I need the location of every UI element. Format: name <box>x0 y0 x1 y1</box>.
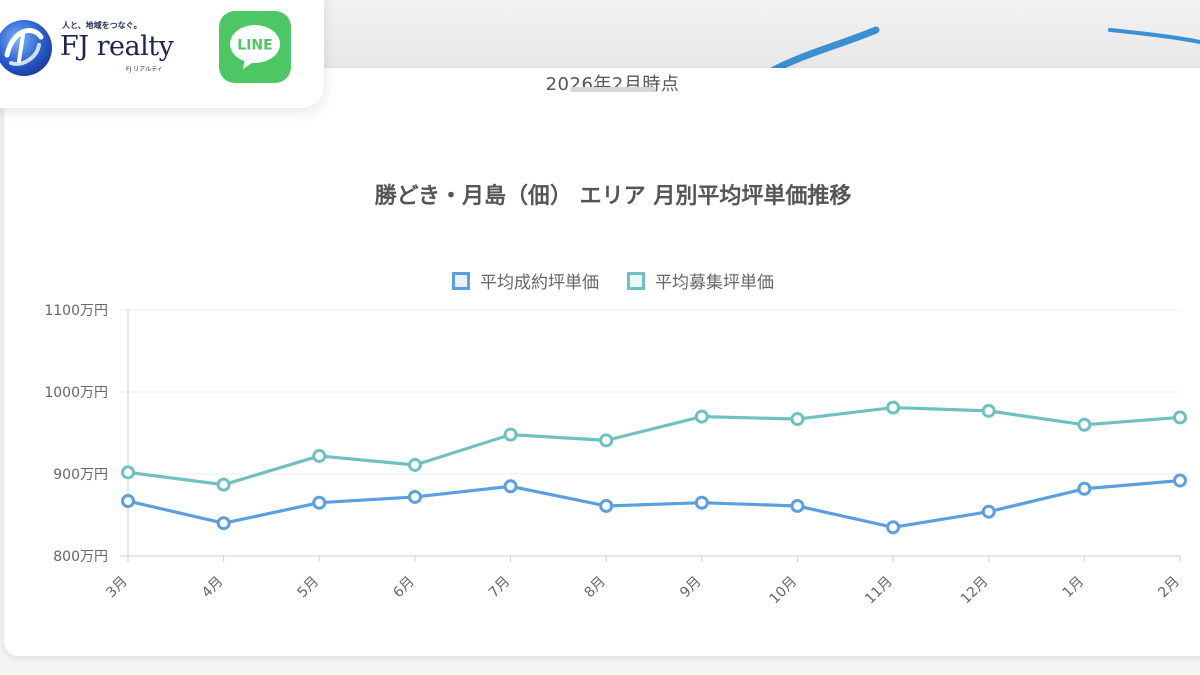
data-point <box>790 498 805 513</box>
data-point <box>1077 481 1092 496</box>
legend-label-contract: 平均成約坪単価 <box>480 273 599 293</box>
data-point <box>886 400 901 415</box>
data-point <box>694 495 709 510</box>
site-header: 人と、地域をつなぐ。 FJ realty FJ リアルティ LINE <box>0 0 324 108</box>
x-tick-label: 10月 <box>766 574 800 608</box>
data-point <box>1077 417 1092 432</box>
data-point <box>216 477 231 492</box>
x-tick-label: 12月 <box>958 574 992 608</box>
x-tick-label: 1月 <box>1060 574 1088 602</box>
x-tick-label: 4月 <box>199 574 227 602</box>
line-label: LINE <box>237 38 272 54</box>
data-point <box>790 412 805 427</box>
y-tick-label: 1000万円 <box>44 385 108 401</box>
data-point <box>599 498 614 513</box>
data-point <box>312 448 327 463</box>
data-point <box>121 465 135 480</box>
series-line-1 <box>127 405 1181 487</box>
x-tick-label: 2月 <box>1155 574 1183 602</box>
legend-swatch-contract <box>452 271 470 290</box>
x-tick-label: 6月 <box>390 574 418 602</box>
data-point <box>981 403 996 418</box>
data-point <box>216 516 231 531</box>
data-point <box>121 494 135 509</box>
x-tick-label: 3月 <box>103 574 131 602</box>
chart-card <box>4 68 1200 656</box>
x-tick-label: 11月 <box>862 574 896 608</box>
data-point <box>407 457 422 472</box>
data-point <box>886 520 901 535</box>
date-underbar <box>570 87 656 92</box>
legend-item-contract[interactable]: 平均成約坪単価 <box>452 268 599 293</box>
data-point <box>599 433 614 448</box>
data-point <box>312 495 327 510</box>
swoosh-decoration <box>766 26 1200 76</box>
y-tick-label: 800万円 <box>53 549 108 565</box>
logo-sub: FJ リアルティ <box>126 66 163 73</box>
series-line-0 <box>127 478 1181 529</box>
legend-item-listing[interactable]: 平均募集坪単価 <box>627 268 774 293</box>
x-tick-label: 5月 <box>295 574 323 602</box>
data-point <box>407 489 422 504</box>
data-point <box>981 504 996 519</box>
data-point <box>503 479 518 494</box>
line-icon: LINE <box>230 25 280 69</box>
data-point <box>1173 473 1187 488</box>
data-point <box>1173 410 1187 425</box>
y-tick-label: 900万円 <box>53 467 108 483</box>
chart-title: 勝どき・月島（佃） エリア 月別平均坪単価推移 <box>374 184 852 209</box>
x-tick-label: 7月 <box>486 574 514 602</box>
x-tick-label: 9月 <box>677 574 705 602</box>
y-tick-label: 1100万円 <box>44 303 108 319</box>
legend-swatch-listing <box>627 271 645 290</box>
logo-tagline: 人と、地域をつなぐ。 <box>62 21 142 30</box>
legend-label-listing: 平均募集坪単価 <box>655 273 774 293</box>
fj-logo-icon[interactable] <box>0 17 55 79</box>
x-tick-label: 8月 <box>581 574 609 602</box>
line-button[interactable]: LINE <box>219 11 291 83</box>
data-point <box>694 409 709 424</box>
logo-name[interactable]: FJ realty <box>60 31 174 62</box>
chart-legend: 平均成約坪単価 平均募集坪単価 <box>0 268 1200 293</box>
data-point <box>503 427 518 442</box>
